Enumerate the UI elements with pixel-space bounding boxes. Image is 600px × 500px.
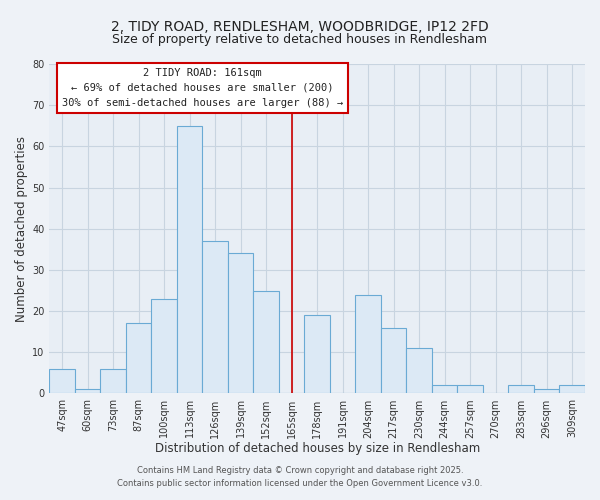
Y-axis label: Number of detached properties: Number of detached properties (15, 136, 28, 322)
Bar (202, 241, 228, 394)
Bar (534, 390, 559, 394)
Bar (126, 324, 151, 394)
Bar (508, 385, 534, 394)
Text: Contains HM Land Registry data © Crown copyright and database right 2025.
Contai: Contains HM Land Registry data © Crown c… (118, 466, 482, 487)
Bar (432, 385, 457, 394)
Bar (100, 369, 126, 394)
Bar (457, 385, 483, 394)
X-axis label: Distribution of detached houses by size in Rendlesham: Distribution of detached houses by size … (155, 442, 480, 455)
Bar (355, 294, 381, 394)
Bar (381, 328, 406, 394)
Bar (406, 348, 432, 394)
Bar (49, 369, 75, 394)
Text: 2 TIDY ROAD: 161sqm
← 69% of detached houses are smaller (200)
30% of semi-detac: 2 TIDY ROAD: 161sqm ← 69% of detached ho… (62, 68, 343, 108)
Bar (559, 385, 585, 394)
Bar (177, 126, 202, 394)
Bar (75, 390, 100, 394)
Text: Size of property relative to detached houses in Rendlesham: Size of property relative to detached ho… (113, 32, 487, 46)
Bar (253, 290, 279, 394)
Bar (228, 254, 253, 394)
Bar (304, 315, 330, 394)
Text: 2, TIDY ROAD, RENDLESHAM, WOODBRIDGE, IP12 2FD: 2, TIDY ROAD, RENDLESHAM, WOODBRIDGE, IP… (111, 20, 489, 34)
Bar (151, 298, 177, 394)
